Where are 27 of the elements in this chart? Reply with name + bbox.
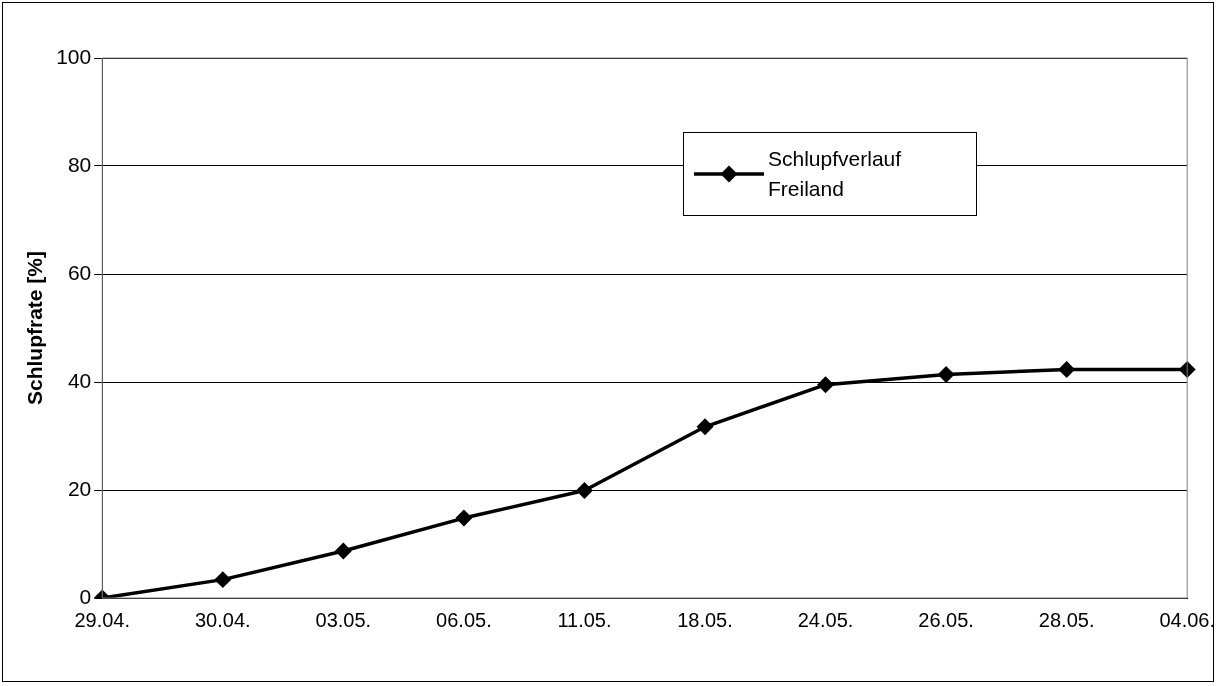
x-tick-label: 11.05.: [557, 608, 612, 631]
point: [335, 543, 352, 559]
y-tick-label: 0: [79, 584, 92, 608]
y-tick-label: 40: [67, 368, 92, 392]
x-tick-label: 30.04.: [194, 608, 251, 631]
y-tick-label: 100: [56, 44, 92, 68]
y-tick-label: 20: [67, 476, 92, 500]
x-tick-label: 28.05.: [1038, 608, 1095, 631]
x-tick-label: 26.05.: [918, 608, 974, 631]
x-tick-label: 18.05.: [677, 608, 733, 631]
x-tick-label: 04.06.: [1159, 608, 1215, 631]
point: [817, 376, 834, 393]
y-tick-label: 80: [67, 152, 92, 176]
point: [456, 510, 472, 526]
point: [215, 571, 231, 588]
y-axis-title: Schlupfrate [%]: [23, 250, 47, 406]
x-tick-label: 03.05.: [315, 608, 372, 631]
point: [1058, 361, 1075, 378]
point: [576, 482, 593, 499]
point: [697, 419, 713, 435]
x-tick-label: 29.04.: [74, 608, 131, 631]
x-tick-label: 06.05.: [436, 608, 492, 631]
x-tick-label: 24.05.: [797, 608, 854, 631]
point: [1179, 361, 1195, 378]
point: [938, 366, 954, 383]
y-tick-label: 60: [67, 260, 92, 284]
legend-label: Schlupfverlauf Freiland: [768, 146, 903, 202]
